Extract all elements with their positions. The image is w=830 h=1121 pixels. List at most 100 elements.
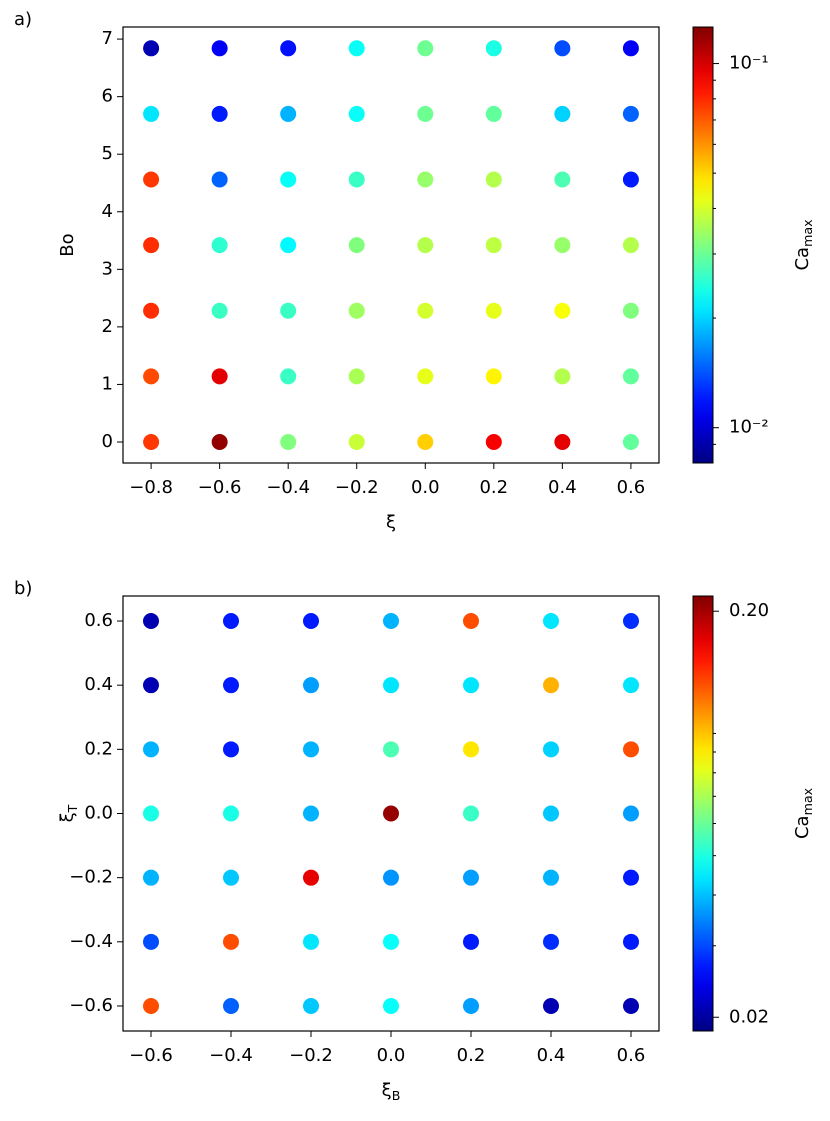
point — [622, 302, 639, 319]
point — [383, 933, 399, 950]
y-tick-label: 0.2 — [84, 738, 113, 759]
point — [223, 741, 239, 758]
point — [383, 677, 399, 694]
point — [303, 805, 319, 822]
point — [417, 368, 434, 385]
point — [417, 302, 434, 319]
point — [143, 433, 160, 450]
panel-label: b) — [14, 578, 32, 599]
point — [417, 40, 434, 57]
point — [543, 613, 559, 630]
x-tick-label: −0.6 — [129, 1045, 173, 1066]
colorbar-label: Camax — [792, 219, 815, 271]
point — [622, 40, 639, 57]
x-axis-label-main: ξ — [382, 1080, 392, 1101]
y-tick-label: 0.4 — [84, 674, 113, 695]
point — [348, 433, 365, 450]
point — [303, 997, 319, 1014]
colorbar-label-sub: max — [800, 787, 815, 815]
point — [223, 869, 239, 886]
point — [623, 805, 639, 822]
point — [211, 302, 228, 319]
point — [348, 105, 365, 122]
point — [543, 869, 559, 886]
y-tick-label: 3 — [102, 258, 113, 279]
point — [417, 105, 434, 122]
x-tick-label: 0.2 — [479, 477, 508, 498]
point — [622, 237, 639, 254]
point — [485, 40, 502, 57]
y-axis-label: ξT — [57, 804, 80, 822]
point — [143, 613, 159, 630]
point — [463, 869, 479, 886]
point — [623, 613, 639, 630]
point — [211, 368, 228, 385]
point — [223, 805, 239, 822]
x-tick-label: 0.2 — [457, 1045, 486, 1066]
x-tick-label: 0.4 — [548, 477, 577, 498]
point — [348, 171, 365, 188]
point — [303, 869, 319, 886]
point — [623, 933, 639, 950]
colorbar-tick-label: 0.20 — [729, 600, 769, 621]
point — [143, 237, 160, 254]
y-axis-label-main: ξ — [57, 812, 78, 822]
point — [303, 933, 319, 950]
y-tick-label: 0.6 — [84, 610, 113, 631]
point — [223, 997, 239, 1014]
colorbar — [692, 26, 714, 464]
point — [383, 805, 399, 822]
point — [348, 40, 365, 57]
x-axis-label: ξB — [382, 1080, 401, 1103]
point — [554, 105, 571, 122]
point — [223, 933, 239, 950]
point — [554, 171, 571, 188]
point — [303, 677, 319, 694]
x-tick-label: 0.6 — [617, 477, 646, 498]
y-tick-label: −0.6 — [69, 995, 113, 1016]
point — [280, 40, 297, 57]
point — [143, 997, 159, 1014]
point — [211, 237, 228, 254]
colorbar-label-main: Ca — [792, 815, 813, 839]
point — [211, 433, 228, 450]
point — [554, 302, 571, 319]
panel-label: a) — [14, 9, 32, 30]
point — [348, 302, 365, 319]
point — [463, 613, 479, 630]
x-tick-label: 0.4 — [537, 1045, 566, 1066]
y-tick-label: 7 — [102, 28, 113, 49]
point — [543, 933, 559, 950]
point — [485, 433, 502, 450]
y-axis-label-sub: T — [65, 804, 80, 813]
plot-frame — [122, 26, 660, 464]
colorbar-tick-label: 0.02 — [729, 1006, 769, 1027]
x-tick-label: 0.0 — [411, 477, 440, 498]
point — [485, 302, 502, 319]
x-tick-label: −0.6 — [198, 477, 242, 498]
point — [383, 741, 399, 758]
point — [280, 171, 297, 188]
point — [463, 997, 479, 1014]
point — [143, 40, 160, 57]
colorbar-label-sub: max — [800, 219, 815, 247]
point — [348, 237, 365, 254]
point — [280, 433, 297, 450]
y-tick-label: 4 — [102, 201, 113, 222]
colorbar — [692, 595, 714, 1032]
point — [280, 105, 297, 122]
point — [463, 805, 479, 822]
point — [554, 433, 571, 450]
point — [622, 368, 639, 385]
x-tick-label: −0.8 — [129, 477, 173, 498]
x-tick-label: −0.2 — [335, 477, 379, 498]
point — [485, 368, 502, 385]
point — [303, 613, 319, 630]
point — [383, 613, 399, 630]
point — [623, 997, 639, 1014]
point — [211, 105, 228, 122]
y-tick-label: 5 — [102, 143, 113, 164]
point — [622, 105, 639, 122]
point — [554, 40, 571, 57]
